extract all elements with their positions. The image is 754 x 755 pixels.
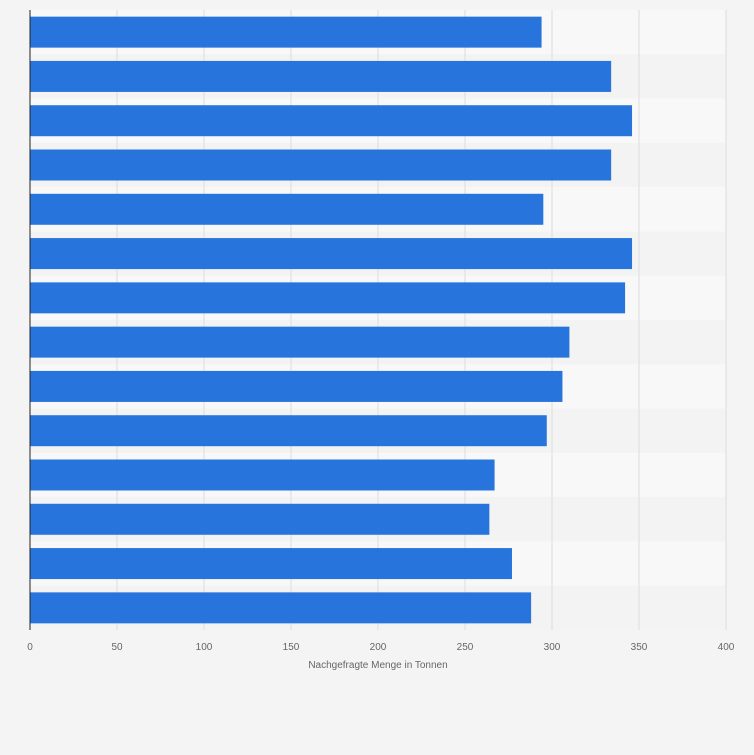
bar[interactable] <box>30 282 626 314</box>
bar[interactable] <box>30 548 512 580</box>
x-axis-ticks: 0 50 100 150 200 250 300 350 400 <box>27 642 735 653</box>
bar[interactable] <box>30 503 490 535</box>
bar[interactable] <box>30 415 547 447</box>
bar[interactable] <box>30 105 633 137</box>
x-axis-title: Nachgefragte Menge in Tonnen <box>308 660 447 671</box>
x-tick-label: 300 <box>544 642 561 653</box>
x-tick-label: 350 <box>631 642 648 653</box>
x-tick-label: 50 <box>111 642 123 653</box>
bar[interactable] <box>30 193 544 225</box>
x-tick-label: 250 <box>457 642 474 653</box>
x-tick-label: 200 <box>370 642 387 653</box>
bar[interactable] <box>30 238 633 270</box>
bar[interactable] <box>30 592 532 624</box>
bar[interactable] <box>30 149 612 181</box>
x-tick-label: 0 <box>27 642 33 653</box>
bar[interactable] <box>30 370 563 402</box>
bar[interactable] <box>30 326 570 358</box>
bar[interactable] <box>30 60 612 92</box>
x-tick-label: 150 <box>283 642 300 653</box>
bar[interactable] <box>30 459 495 491</box>
x-tick-label: 400 <box>718 642 735 653</box>
bar[interactable] <box>30 16 542 48</box>
bars-group <box>30 16 633 624</box>
x-tick-label: 100 <box>196 642 213 653</box>
